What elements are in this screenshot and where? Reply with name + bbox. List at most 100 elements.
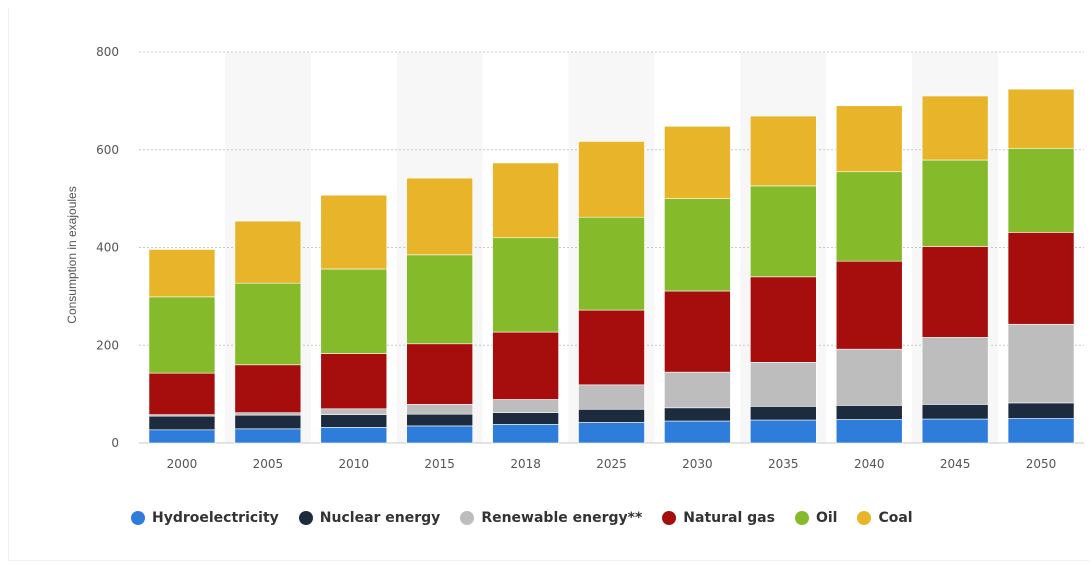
bar-segment[interactable]: Coal 2030: 148	[664, 125, 731, 199]
bar-segment[interactable]: Renewable energy** 2040: 115	[835, 348, 903, 406]
legend-label: Natural gas	[683, 510, 775, 526]
bar-segment[interactable]: Natural gas 2040: 180	[835, 260, 903, 350]
legend-item[interactable]: Coal	[857, 510, 913, 526]
x-axis-ticks: 2000 2005 2010 2015 2018 2025 2030 2035 2040 2045…	[167, 457, 1057, 471]
bar-segment[interactable]: Nuclear energy 2005: 28	[234, 414, 302, 430]
bar-segment[interactable]: Natural gas 2025: 153	[578, 309, 645, 386]
bar-segment[interactable]: Natural gas 2045: 186	[921, 246, 989, 338]
bar-segment[interactable]: Natural gas 2035: 175	[750, 276, 817, 363]
x-tick-label: 2040	[854, 457, 885, 471]
legend-swatch	[298, 511, 313, 525]
bar-segment[interactable]: Renewable energy** 2015: 20	[406, 404, 473, 415]
bar-segment[interactable]: Oil 2040: 183	[835, 171, 903, 262]
bar-segment[interactable]: Natural gas 2018: 138	[492, 331, 559, 400]
bar-segment[interactable]: Renewable energy** 2030: 73	[664, 371, 731, 409]
bar-segment[interactable]: Nuclear energy 2015: 24	[406, 413, 473, 427]
bar-segment[interactable]: Hydroelectricity 2018: 38	[492, 424, 559, 444]
y-tick-label: 400	[96, 241, 119, 255]
bar-segment[interactable]: Oil 2000: 156	[148, 296, 216, 374]
bar-segment[interactable]: Oil 2035: 186	[750, 185, 817, 278]
x-tick-label: 2030	[682, 457, 713, 471]
x-tick-label: 2050	[1026, 457, 1057, 471]
bar-segment[interactable]: Hydroelectricity 2035: 47	[750, 419, 817, 444]
bar-segment[interactable]: Nuclear energy 2035: 28	[750, 406, 817, 421]
legend: Hydroelectricity Nuclear energy Renewable …	[131, 506, 913, 530]
bar-segment[interactable]: Hydroelectricity 2025: 42	[578, 422, 645, 444]
x-tick-label: 2045	[940, 457, 971, 471]
bar-segment[interactable]: Natural gas 2000: 85	[148, 372, 216, 415]
bar-segment[interactable]: Nuclear energy 2025: 27	[578, 408, 645, 423]
bar-segment[interactable]: Hydroelectricity 2000: 27	[148, 429, 216, 444]
bar-segment[interactable]: Hydroelectricity 2005: 29	[234, 428, 302, 444]
bar-segment[interactable]: Natural gas 2015: 124	[406, 343, 473, 405]
bar-segment[interactable]: Hydroelectricity 2050: 50	[1007, 418, 1075, 444]
bar-segment[interactable]: Coal 2018: 153	[492, 162, 559, 239]
bar-segment[interactable]: Renewable energy** 2050: 161	[1007, 323, 1075, 404]
bar-segment[interactable]: Natural gas 2005: 98	[234, 364, 302, 413]
legend-item[interactable]: Hydroelectricity	[131, 510, 279, 526]
bar-segment[interactable]: Hydroelectricity 2040: 48	[835, 419, 903, 444]
legend-swatch	[131, 511, 145, 525]
legend-item[interactable]: Natural gas	[662, 510, 775, 526]
bars: Hydroelectricity 2000: 27Nuclear energy …	[148, 88, 1075, 444]
bar-segment[interactable]: Renewable energy** 2005: 5	[234, 412, 302, 416]
stacked-bar-chart: Hydroelectricity 2000: 27Nuclear energy …	[65, 45, 1084, 471]
x-tick-label: 2018	[510, 457, 541, 471]
x-tick-label: 2000	[167, 457, 198, 471]
bar-segment[interactable]: Nuclear energy 2000: 28	[148, 415, 216, 431]
bar-segment[interactable]: Renewable energy** 2035: 90	[750, 362, 817, 407]
legend-label: Hydroelectricity	[152, 510, 279, 526]
bar-segment[interactable]: Nuclear energy 2040: 29	[835, 405, 903, 420]
bar-segment[interactable]: Hydroelectricity 2030: 45	[664, 420, 731, 444]
legend-swatch	[857, 511, 872, 525]
bar-segment[interactable]: Oil 2030: 189	[664, 198, 731, 292]
legend-swatch	[794, 511, 809, 525]
legend-item[interactable]: Renewable energy**	[460, 510, 642, 526]
bar-segment[interactable]: Coal 2050: 121	[1007, 88, 1075, 149]
bar-segment[interactable]: Natural gas 2050: 188	[1007, 232, 1075, 325]
legend-label: Oil	[815, 510, 838, 526]
y-tick-label: 800	[96, 45, 119, 59]
bar-segment[interactable]: Oil 2018: 193	[492, 237, 559, 333]
x-tick-label: 2015	[424, 457, 455, 471]
chart-card: Hydroelectricity 2000: 27Nuclear energy …	[8, 8, 1089, 561]
legend-label: Renewable energy**	[481, 510, 643, 526]
bar-segment[interactable]: Nuclear energy 2010: 26	[320, 414, 388, 428]
bar-segment[interactable]: Coal 2015: 157	[406, 177, 473, 256]
x-tick-label: 2010	[338, 457, 369, 471]
bar-segment[interactable]: Coal 2005: 127	[234, 220, 302, 284]
y-axis-ticks: 0 200 400 600 800	[96, 45, 119, 450]
bar-segment[interactable]: Natural gas 2030: 166	[664, 290, 731, 373]
bar-segment[interactable]: Renewable energy** 2018: 27	[492, 399, 559, 413]
y-axis-label: Consumption in exajoules	[65, 186, 79, 323]
x-tick-label: 2035	[768, 457, 799, 471]
bar-segment[interactable]: Nuclear energy 2045: 30	[921, 404, 989, 420]
bar-segment[interactable]: Coal 2000: 97	[148, 249, 216, 298]
bar-segment[interactable]: Nuclear energy 2018: 24	[492, 412, 559, 425]
bar-segment[interactable]: Oil 2045: 177	[921, 159, 989, 247]
bar-segment[interactable]: Nuclear energy 2050: 32	[1007, 402, 1075, 419]
legend-item[interactable]: Oil	[794, 510, 838, 526]
bar-segment[interactable]: Oil 2025: 190	[578, 216, 645, 311]
bar-segment[interactable]: Hydroelectricity 2010: 32	[320, 427, 388, 444]
bar-segment[interactable]: Renewable energy** 2025: 50	[578, 384, 645, 410]
bar-segment[interactable]: Hydroelectricity 2045: 49	[921, 418, 989, 444]
bar-segment[interactable]: Coal 2045: 131	[921, 95, 989, 161]
bar-segment[interactable]: Oil 2050: 172	[1007, 147, 1075, 233]
bar-segment[interactable]: Coal 2035: 143	[750, 115, 817, 187]
legend-item[interactable]: Nuclear energy	[298, 510, 441, 526]
bar-segment[interactable]: Renewable energy** 2010: 12	[320, 408, 388, 415]
bar-segment[interactable]: Oil 2010: 173	[320, 268, 388, 354]
legend-label: Coal	[878, 510, 913, 526]
x-tick-label: 2025	[596, 457, 627, 471]
bar-segment[interactable]: Oil 2005: 167	[234, 282, 302, 366]
bar-segment[interactable]: Hydroelectricity 2015: 35	[406, 425, 473, 444]
bar-segment[interactable]: Coal 2010: 151	[320, 194, 388, 270]
bar-segment[interactable]: Coal 2025: 155	[578, 141, 645, 218]
bar-segment[interactable]: Renewable energy** 2045: 137	[921, 337, 989, 405]
bar-segment[interactable]: Nuclear energy 2030: 27	[664, 407, 731, 422]
bar-segment[interactable]: Coal 2040: 135	[835, 105, 903, 173]
bar-segment[interactable]: Oil 2015: 182	[406, 254, 473, 345]
bar-segment[interactable]: Natural gas 2010: 113	[320, 353, 388, 410]
legend-label: Nuclear energy	[319, 510, 441, 526]
